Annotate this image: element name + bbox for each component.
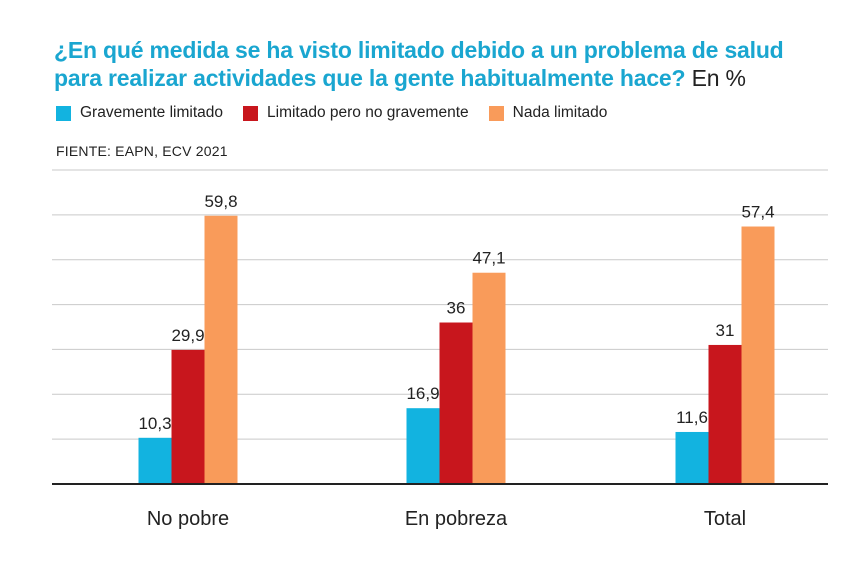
legend-label: Nada limitado — [512, 104, 608, 121]
legend-swatch — [488, 105, 504, 121]
bar — [472, 272, 506, 484]
bar — [708, 344, 742, 484]
chart-unit: En % — [691, 65, 746, 91]
data-label: 59,8 — [204, 192, 237, 211]
bar — [171, 349, 205, 484]
data-label: 11,6 — [676, 408, 708, 427]
legend-item-limitado: Limitado pero no gravemente — [243, 104, 469, 122]
chart-title: ¿En qué medida se ha visto limitado debi… — [54, 36, 834, 92]
data-label: 31 — [716, 321, 735, 340]
data-label: 47,1 — [472, 249, 505, 268]
data-label: 10,3 — [138, 414, 171, 433]
data-label: 16,9 — [406, 384, 439, 403]
data-label: 57,4 — [741, 203, 774, 222]
source-note: FIENTE: EAPN, ECV 2021 — [56, 143, 228, 159]
bar — [675, 431, 709, 484]
legend-swatch — [243, 105, 259, 121]
data-label: 36 — [447, 299, 466, 318]
legend-item-gravemente: Gravemente limitado — [56, 104, 223, 122]
legend-label: Gravemente limitado — [80, 104, 224, 121]
x-tick-label: No pobre — [147, 508, 229, 530]
bar — [741, 226, 775, 484]
bar — [439, 322, 473, 484]
bar — [138, 437, 172, 484]
bar — [406, 408, 440, 484]
x-tick-label: En pobreza — [405, 508, 508, 530]
legend: Gravemente limitado Limitado pero no gra… — [56, 104, 627, 122]
legend-swatch — [56, 105, 71, 121]
chart-title-text: ¿En qué medida se ha visto limitado debi… — [54, 37, 784, 91]
data-label: 29,9 — [171, 326, 204, 345]
bar — [204, 215, 238, 485]
x-tick-label: Total — [704, 508, 746, 530]
legend-label: Limitado pero no gravemente — [267, 104, 469, 121]
legend-item-nada: Nada limitado — [488, 104, 608, 122]
